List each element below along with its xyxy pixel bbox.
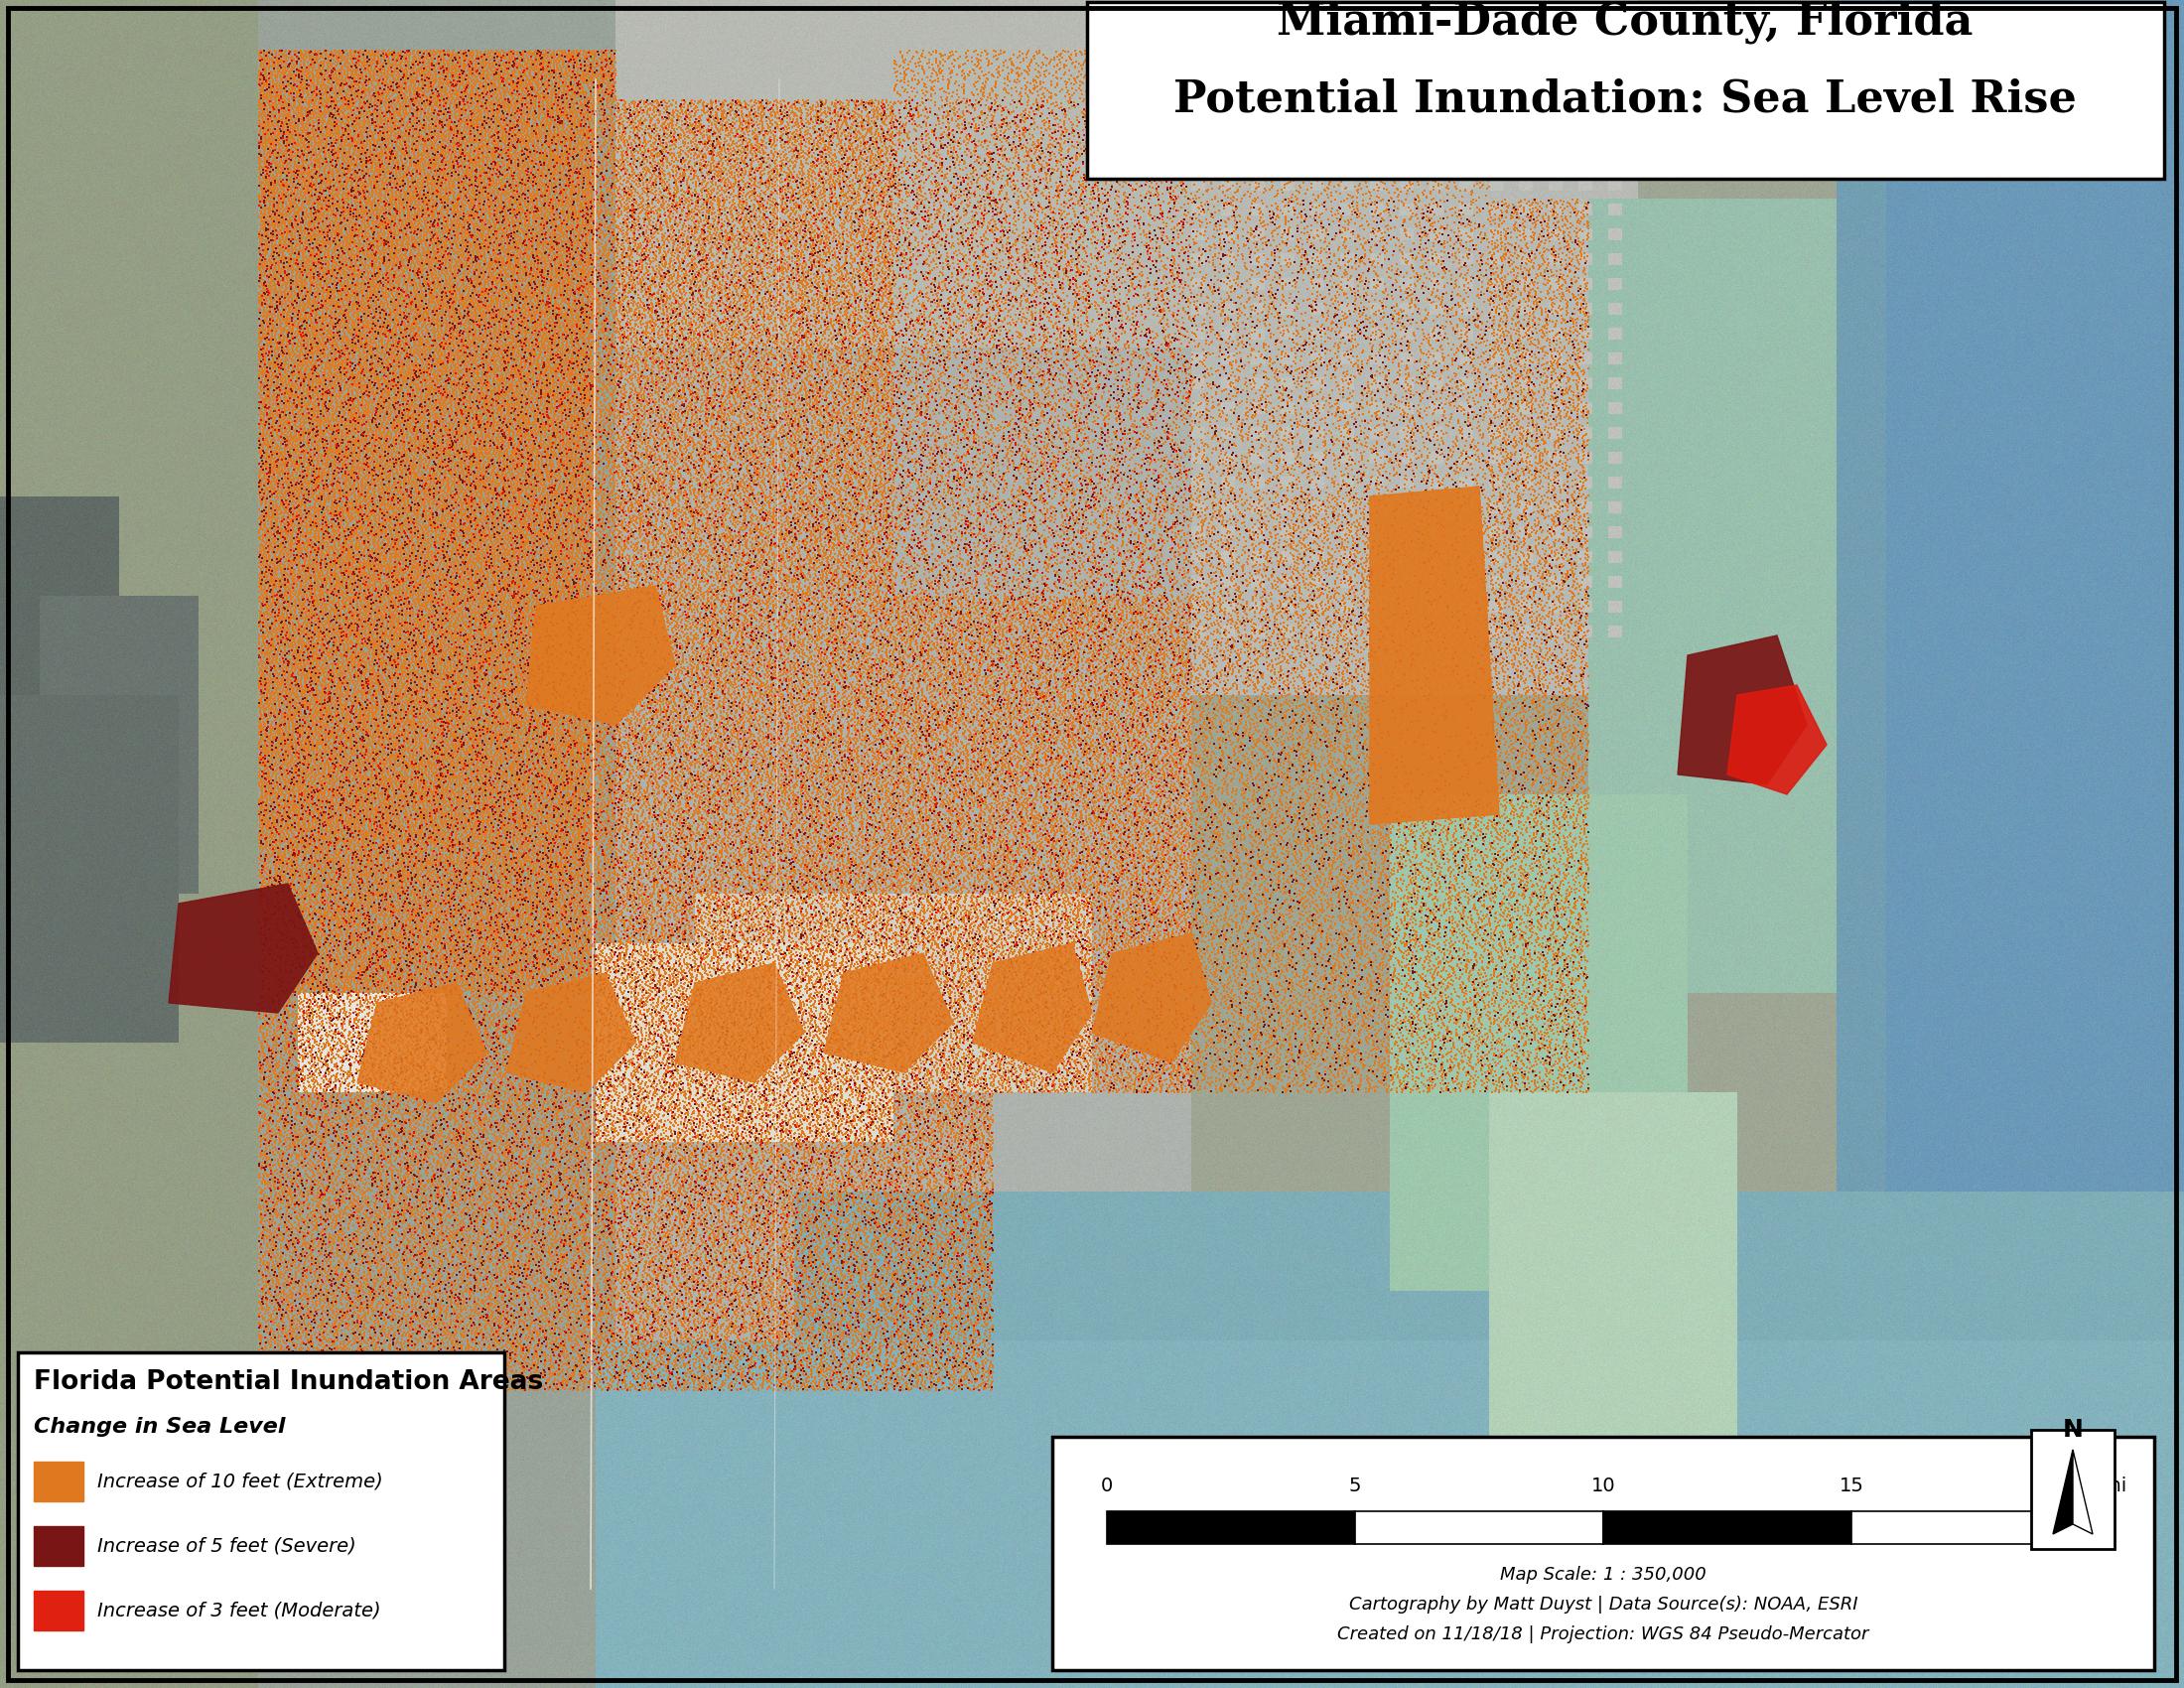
Bar — [33, 1590, 83, 1631]
Text: 15: 15 — [1839, 1477, 1863, 1496]
FancyBboxPatch shape — [1053, 1436, 2153, 1669]
Text: Increase of 5 feet (Severe): Increase of 5 feet (Severe) — [98, 1536, 356, 1555]
Text: Increase of 10 feet (Extreme): Increase of 10 feet (Extreme) — [98, 1472, 382, 1491]
Bar — [1603, 1511, 1852, 1545]
Text: 10: 10 — [1590, 1477, 1616, 1496]
Text: Cartography by Matt Duyst | Data Source(s): NOAA, ESRI: Cartography by Matt Duyst | Data Source(… — [1350, 1595, 1859, 1614]
Text: Increase of 3 feet (Moderate): Increase of 3 feet (Moderate) — [98, 1602, 380, 1620]
Polygon shape — [1677, 635, 1806, 785]
Text: Miami-Dade County, Florida: Miami-Dade County, Florida — [1278, 0, 1972, 44]
Text: 0: 0 — [1101, 1477, 1114, 1496]
Polygon shape — [2053, 1450, 2073, 1534]
Polygon shape — [1728, 685, 1826, 795]
Polygon shape — [972, 944, 1092, 1072]
Text: 20 mi: 20 mi — [2073, 1477, 2127, 1496]
Polygon shape — [2073, 1450, 2092, 1534]
Bar — [33, 1462, 83, 1501]
FancyBboxPatch shape — [1088, 2, 2164, 179]
Text: Florida Potential Inundation Areas: Florida Potential Inundation Areas — [33, 1369, 544, 1394]
Polygon shape — [358, 982, 487, 1102]
Polygon shape — [823, 954, 952, 1072]
FancyBboxPatch shape — [17, 1352, 505, 1669]
Text: N: N — [2062, 1418, 2084, 1442]
Bar — [2031, 1430, 2114, 1550]
Bar — [33, 1526, 83, 1566]
Bar — [1354, 1511, 1603, 1545]
Polygon shape — [1092, 933, 1212, 1062]
Bar — [1852, 1511, 2099, 1545]
Polygon shape — [507, 972, 636, 1092]
Bar — [1107, 1511, 1354, 1545]
Polygon shape — [1369, 486, 1498, 824]
Text: Map Scale: 1 : 350,000: Map Scale: 1 : 350,000 — [1500, 1566, 1706, 1583]
Text: Change in Sea Level: Change in Sea Level — [33, 1416, 286, 1436]
Text: Potential Inundation: Sea Level Rise: Potential Inundation: Sea Level Rise — [1173, 78, 2077, 120]
Text: 5: 5 — [1350, 1477, 1361, 1496]
Polygon shape — [526, 586, 675, 724]
Text: Created on 11/18/18 | Projection: WGS 84 Pseudo-Mercator: Created on 11/18/18 | Projection: WGS 84… — [1337, 1626, 1870, 1644]
Polygon shape — [168, 885, 317, 1013]
Polygon shape — [675, 964, 804, 1082]
